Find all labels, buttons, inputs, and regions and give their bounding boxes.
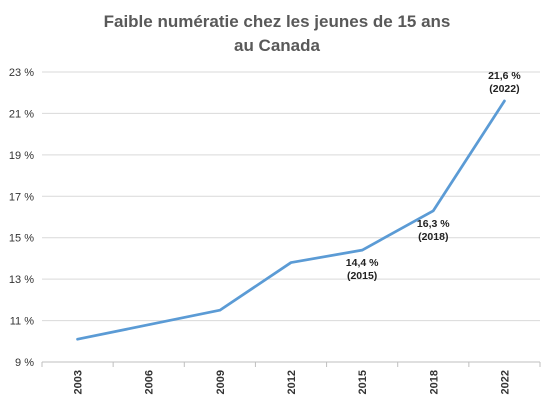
x-tick-label: 2018 [428, 370, 440, 394]
data-label-value: 16,3 % [417, 218, 450, 230]
data-point [289, 261, 293, 264]
data-label-year: (2022) [489, 83, 519, 95]
x-tick-label: 2003 [73, 370, 85, 394]
data-label-year: (2015) [347, 270, 377, 282]
data-label-year: (2018) [418, 231, 448, 243]
x-tick-label: 2015 [357, 370, 369, 394]
x-tick-label: 2022 [499, 370, 511, 394]
y-tick-label: 17 % [9, 191, 34, 203]
x-tick-label: 2006 [144, 370, 156, 394]
data-point [503, 99, 506, 103]
gridlines [42, 71, 540, 363]
annotations: 14,4 %(2015) 16,3 %(2018) 21,6 %(2022) [346, 70, 522, 282]
x-tick-label: 2009 [215, 370, 227, 394]
data-point [432, 209, 435, 212]
data-label-value: 21,6 % [488, 70, 521, 82]
data-point [218, 309, 222, 312]
y-tick-label: 13 % [9, 274, 34, 286]
data-point [76, 338, 79, 341]
x-axis-ticks: 2003 2006 2009 2012 2015 2018 2022 [41, 362, 541, 394]
chart-title-line-2: au Canada [234, 36, 321, 55]
y-axis-ticks: 9 % 11 % 13 % 15 % 17 % 19 % 21 % 23 % [9, 67, 34, 369]
y-tick-label: 11 % [10, 316, 34, 328]
y-tick-label: 21 % [9, 108, 34, 120]
x-tick-label: 2012 [286, 370, 298, 394]
y-tick-label: 23 % [9, 67, 34, 79]
series-layer [76, 99, 506, 341]
chart-title-line-1: Faible numératie chez les jeunes de 15 a… [104, 12, 451, 31]
y-tick-label: 9 % [15, 357, 34, 369]
y-tick-label: 15 % [9, 233, 34, 245]
y-tick-label: 19 % [9, 150, 34, 162]
data-point [147, 323, 150, 326]
data-label-value: 14,4 % [346, 257, 379, 269]
data-point [360, 248, 364, 252]
